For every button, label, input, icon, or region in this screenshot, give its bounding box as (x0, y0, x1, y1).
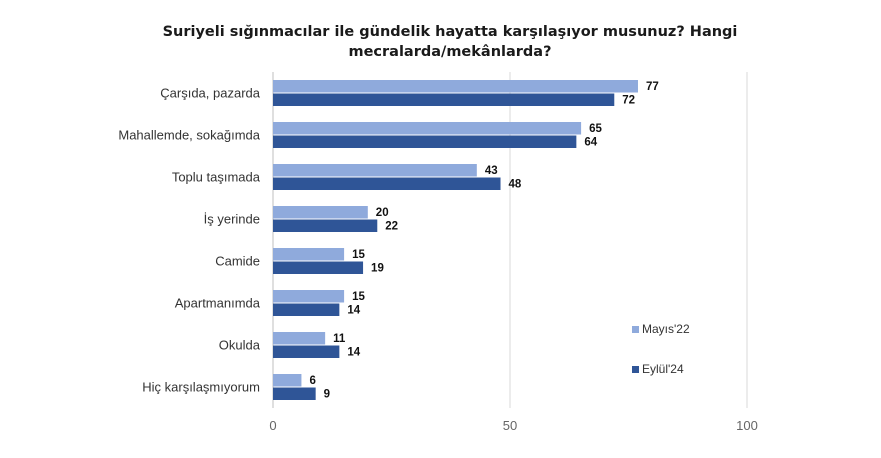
legend-swatch (632, 366, 639, 373)
data-label: 15 (352, 291, 365, 303)
category-label: Apartmanımda (175, 296, 261, 311)
category-label: Çarşıda, pazarda (160, 86, 260, 101)
bar (273, 387, 316, 400)
bar (273, 80, 638, 93)
data-label: 65 (589, 123, 602, 135)
bar (273, 345, 340, 358)
category-label: İş yerinde (204, 212, 260, 227)
data-label: 48 (509, 179, 522, 191)
bar (273, 374, 302, 387)
data-label: 9 (324, 389, 330, 401)
legend-label: Eylül'24 (642, 362, 684, 376)
data-label: 20 (376, 207, 389, 219)
bar (273, 93, 615, 106)
data-label: 11 (333, 333, 346, 345)
bar (273, 206, 368, 219)
bar (273, 290, 345, 303)
x-tick-label: 100 (736, 418, 758, 433)
legend-swatch (632, 326, 639, 333)
data-label: 72 (622, 95, 635, 107)
data-label: 43 (485, 165, 498, 177)
category-label: Okulda (219, 338, 261, 353)
data-label: 14 (347, 347, 360, 359)
bar (273, 303, 340, 316)
x-tick-label: 50 (503, 418, 517, 433)
bar (273, 164, 477, 177)
bar (273, 261, 364, 274)
category-label: Camide (215, 254, 260, 269)
category-label: Hiç karşılaşmıyorum (142, 380, 260, 395)
x-tick-label: 0 (269, 418, 276, 433)
data-label: 6 (309, 375, 315, 387)
category-label: Mahallemde, sokağımda (118, 128, 260, 143)
bar (273, 177, 501, 190)
data-label: 14 (347, 305, 360, 317)
data-label: 22 (385, 221, 398, 233)
data-label: 19 (371, 263, 384, 275)
bar (273, 332, 326, 345)
category-label: Toplu taşımada (172, 170, 261, 185)
data-label: 77 (646, 81, 659, 93)
bar (273, 122, 582, 135)
bar (273, 248, 345, 261)
data-label: 15 (352, 249, 365, 261)
bar (273, 135, 577, 148)
chart-title: Suriyeli sığınmacılar ile gündelik hayat… (162, 24, 738, 60)
legend-label: Mayıs'22 (642, 322, 690, 336)
data-label: 64 (584, 137, 597, 149)
bar (273, 219, 378, 232)
